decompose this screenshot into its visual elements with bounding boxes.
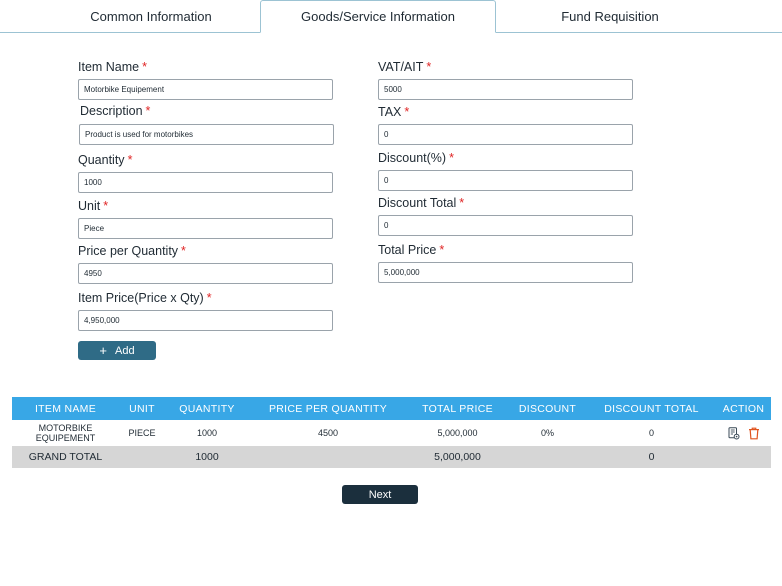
item-name-label: Item Name * — [78, 60, 148, 74]
cell-price-per-quantity: 4500 — [317, 427, 339, 438]
required-mark: * — [145, 104, 151, 118]
cell-action — [716, 420, 771, 446]
plus-icon: + — [99, 343, 107, 358]
grand-total-price-per-quantity — [249, 446, 407, 468]
tax-input[interactable] — [378, 124, 633, 145]
tab-label: Goods/Service Information — [301, 9, 455, 24]
tab-label: Common Information — [90, 9, 212, 24]
add-button-label: Add — [115, 344, 135, 357]
delete-icon[interactable] — [748, 427, 760, 440]
item-price-label: Item Price(Price x Qty) * — [78, 291, 212, 305]
required-mark: * — [181, 244, 186, 258]
grand-total-label: GRAND TOTAL — [28, 450, 103, 463]
required-mark: * — [404, 105, 410, 119]
total-price-input[interactable] — [378, 262, 633, 283]
vat-ait-label: VAT/AIT * — [378, 60, 432, 74]
tax-label: TAX * — [378, 105, 410, 119]
required-mark: * — [127, 153, 133, 167]
item-name-input[interactable] — [78, 79, 333, 100]
cell-item-name: MOTORBIKE EQUIPEMENT — [35, 422, 96, 443]
column-header-discount-total: DISCOUNT TOTAL — [604, 402, 699, 415]
price-per-quantity-input[interactable] — [78, 263, 333, 284]
total-price-label: Total Price * — [378, 243, 445, 257]
items-table: ITEM NAME UNIT QUANTITY PRICE PER QUANTI… — [12, 397, 771, 468]
discount-percent-input[interactable] — [378, 170, 633, 191]
column-header-total-price: TOTAL PRICE — [422, 402, 493, 415]
tab-goods-service-information[interactable]: Goods/Service Information — [260, 0, 496, 33]
required-mark: * — [426, 60, 432, 74]
vat-ait-input[interactable] — [378, 79, 633, 100]
column-header-unit: UNIT — [129, 402, 155, 415]
grand-total-unit — [119, 446, 165, 468]
column-header-quantity: QUANTITY — [179, 402, 235, 415]
description-label: Description * — [80, 104, 151, 118]
grand-total-quantity: 1000 — [195, 450, 219, 463]
item-price-input[interactable] — [78, 310, 333, 331]
unit-label: Unit * — [78, 199, 109, 213]
cell-quantity: 1000 — [196, 427, 218, 438]
grand-total-action — [716, 446, 771, 468]
column-header-item-name: ITEM NAME — [34, 402, 97, 415]
discount-total-label: Discount Total * — [378, 196, 465, 210]
grand-total-row: GRAND TOTAL 1000 5,000,000 0 — [12, 446, 771, 468]
required-mark: * — [459, 196, 465, 210]
unit-input[interactable] — [78, 218, 333, 239]
required-mark: * — [142, 60, 148, 74]
column-header-price-per-quantity: PRICE PER QUANTITY — [269, 402, 387, 415]
cell-unit: PIECE — [128, 427, 156, 438]
required-mark: * — [103, 199, 109, 213]
column-header-discount: DISCOUNT — [518, 402, 577, 415]
view-icon[interactable] — [728, 426, 740, 440]
table-row: MOTORBIKE EQUIPEMENT PIECE 1000 4500 5,0… — [12, 420, 771, 446]
add-button[interactable]: + Add — [78, 341, 156, 360]
required-mark: * — [439, 243, 445, 257]
tab-fund-requisition[interactable]: Fund Requisition — [496, 0, 724, 33]
quantity-label: Quantity * — [78, 153, 133, 167]
cell-total-price: 5,000,000 — [437, 427, 478, 438]
discount-percent-label: Discount(%) * — [378, 151, 454, 165]
next-button[interactable]: Next — [342, 485, 418, 504]
quantity-input[interactable] — [78, 172, 333, 193]
tab-label: Fund Requisition — [561, 9, 659, 24]
tab-common-information[interactable]: Common Information — [40, 0, 262, 33]
required-mark: * — [206, 291, 212, 305]
description-input[interactable] — [79, 124, 334, 145]
grand-total-discount — [508, 446, 587, 468]
column-header-action: ACTION — [722, 402, 765, 415]
required-mark: * — [449, 151, 454, 165]
cell-discount: 0% — [540, 427, 554, 438]
table-header: ITEM NAME UNIT QUANTITY PRICE PER QUANTI… — [12, 397, 771, 420]
grand-total-total-price: 5,000,000 — [434, 450, 481, 463]
cell-discount-total: 0 — [648, 427, 654, 438]
grand-total-discount-total: 0 — [648, 450, 655, 463]
price-per-quantity-label: Price per Quantity * — [78, 244, 186, 258]
discount-total-input[interactable] — [378, 215, 633, 236]
